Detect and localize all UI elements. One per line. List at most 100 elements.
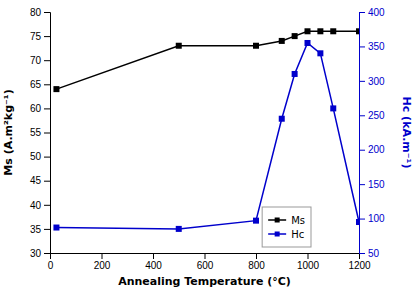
- tick: 400: [145, 253, 162, 271]
- tick-mark: [153, 253, 154, 259]
- tick-label: 50: [368, 248, 380, 259]
- legend-label: Hc: [291, 229, 304, 240]
- point: [176, 226, 182, 232]
- chart: 0 200 400 600 800 1000 1200 30 35 40 45 50 55 60 65 70 7…: [0, 0, 413, 293]
- tick: 65: [30, 79, 50, 90]
- tick: 40: [30, 200, 50, 211]
- axis-line: [44, 13, 51, 254]
- legend: Ms Hc: [262, 207, 311, 247]
- marks: [53, 28, 359, 232]
- point: [253, 43, 259, 49]
- tick-label: 100: [368, 213, 385, 224]
- axis-line: [360, 13, 366, 254]
- x-axis: 0 200 400 600 800 1000 1200: [48, 253, 371, 271]
- tick-label: 350: [368, 41, 385, 52]
- tick: 600: [197, 253, 214, 271]
- y2-axis-title: Hc (kA.m⁻¹): [400, 97, 413, 169]
- tick: 250: [359, 110, 385, 121]
- tick-label: 1200: [348, 260, 371, 271]
- point: [279, 116, 285, 122]
- legend-marker: [275, 218, 280, 223]
- tick-label: 150: [368, 179, 385, 190]
- tick-label: 75: [30, 31, 42, 42]
- tick-mark: [44, 84, 50, 85]
- tick-label: 0: [48, 260, 54, 271]
- tick-label: 200: [368, 144, 385, 155]
- tick: 70: [30, 55, 50, 66]
- tick-label: 40: [30, 200, 42, 211]
- tick: 30: [30, 248, 50, 259]
- point: [317, 50, 323, 56]
- tick-mark: [44, 133, 50, 134]
- y2-axis: 50 100 150 200 250 300 350 400: [359, 7, 385, 259]
- tick: 0: [48, 253, 54, 271]
- tick: 200: [94, 253, 111, 271]
- point: [305, 40, 311, 46]
- tick: 60: [30, 103, 50, 114]
- tick: 45: [30, 175, 50, 186]
- tick-mark: [256, 253, 257, 259]
- point: [53, 225, 59, 231]
- tick: 400: [359, 7, 385, 18]
- point: [279, 38, 285, 44]
- tick-mark: [359, 81, 365, 82]
- tick-label: 35: [30, 224, 42, 235]
- tick-label: 200: [94, 260, 111, 271]
- point: [305, 28, 311, 34]
- axis-line: [51, 254, 360, 260]
- point: [356, 28, 359, 34]
- tick-mark: [359, 219, 365, 220]
- point: [176, 43, 182, 49]
- tick-mark: [44, 108, 50, 109]
- tick-mark: [359, 184, 365, 185]
- x-axis-title: Annealing Temperature (°C): [118, 275, 291, 288]
- point: [317, 28, 323, 34]
- tick-label: 65: [30, 79, 42, 90]
- tick-label: 800: [248, 260, 265, 271]
- tick-label: 50: [30, 151, 42, 162]
- legend-marker: [275, 232, 280, 237]
- point: [330, 28, 336, 34]
- point: [53, 86, 59, 92]
- tick: 80: [30, 7, 50, 18]
- tick: 35: [30, 224, 50, 235]
- tick: 50: [359, 248, 380, 259]
- tick-label: 70: [30, 55, 42, 66]
- tick-label: 300: [368, 76, 385, 87]
- tick-mark: [44, 157, 50, 158]
- tick: 350: [359, 41, 385, 52]
- tick-mark: [359, 12, 365, 13]
- tick-label: 45: [30, 175, 42, 186]
- tick-label: 60: [30, 103, 42, 114]
- tick-label: 400: [368, 7, 385, 18]
- point: [292, 33, 298, 39]
- tick-label: 30: [30, 248, 42, 259]
- point: [356, 219, 359, 225]
- tick-mark: [359, 115, 365, 116]
- tick-mark: [205, 253, 206, 259]
- tick-label: 250: [368, 110, 385, 121]
- tick-label: 400: [145, 260, 162, 271]
- line: [56, 43, 359, 229]
- tick-label: 80: [30, 7, 42, 18]
- tick-mark: [359, 150, 365, 151]
- tick-label: 1000: [297, 260, 320, 271]
- tick-mark: [44, 12, 50, 13]
- tick-mark: [102, 253, 103, 259]
- tick-mark: [359, 253, 365, 254]
- tick: 200: [359, 144, 385, 155]
- point: [292, 71, 298, 77]
- tick-mark: [359, 46, 365, 47]
- line: [56, 31, 359, 89]
- tick: 50: [30, 151, 50, 162]
- tick: 150: [359, 179, 385, 190]
- tick-mark: [44, 36, 50, 37]
- tick: 300: [359, 76, 385, 87]
- tick: 100: [359, 213, 385, 224]
- legend-label: Ms: [291, 215, 305, 226]
- tick: 55: [30, 127, 50, 138]
- tick-mark: [44, 60, 50, 61]
- tick-label: 55: [30, 127, 42, 138]
- point: [330, 105, 336, 111]
- tick-mark: [44, 181, 50, 182]
